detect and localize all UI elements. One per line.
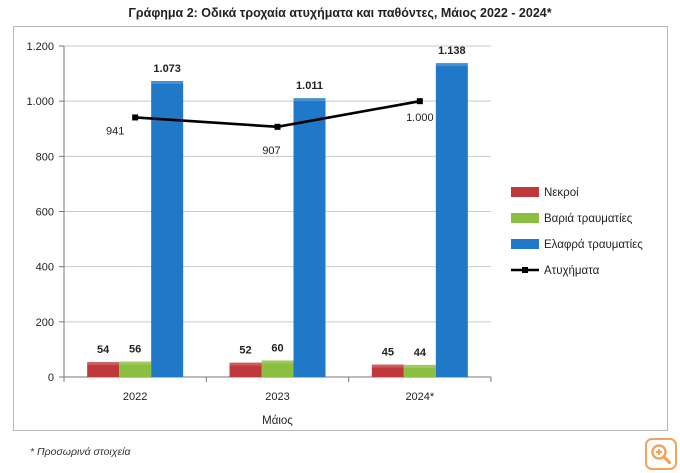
y-tick-label: 400 [36, 262, 54, 274]
bar-data-label: 60 [271, 342, 283, 354]
legend-label: Βαριά τραυματίες [544, 213, 633, 225]
bar [119, 361, 152, 377]
x-tick-label: 2022 [123, 391, 147, 403]
y-tick-label: 800 [36, 151, 54, 163]
legend-swatch [511, 213, 539, 223]
x-tick-label: 2024* [405, 391, 434, 403]
x-tick-label: 2023 [265, 391, 289, 403]
bar-data-label: 56 [129, 344, 141, 356]
y-tick-label: 1.200 [26, 41, 54, 53]
bar [371, 364, 404, 377]
bar-highlight [371, 364, 404, 368]
bar-data-label: 52 [239, 345, 251, 357]
bar-data-label: 1.011 [296, 80, 323, 92]
chart-svg: 0 200 400 600 800 1.000 1.200 54 56 1.073 2022 52 60… [26, 41, 643, 427]
bar [151, 81, 184, 378]
legend-label: Νεκροί [544, 187, 579, 199]
bar [87, 362, 120, 377]
bar-highlight [403, 364, 436, 368]
bar-highlight [151, 81, 184, 85]
footnote: * Προσωρινά στοιχεία [30, 446, 131, 458]
line-data-label: 941 [106, 125, 124, 137]
bar [293, 98, 326, 377]
line-point [132, 114, 139, 121]
zoom-in-icon [651, 444, 672, 465]
legend-label: Ατυχήματα [544, 265, 600, 277]
bar-highlight [229, 362, 262, 366]
bar [261, 360, 294, 377]
bar-data-label: 54 [97, 344, 110, 356]
line-data-label: 907 [262, 145, 280, 157]
bar-highlight [119, 361, 152, 365]
bar-data-label: 1.073 [153, 63, 181, 75]
bar-data-label: 1.138 [438, 45, 466, 57]
bar-highlight [261, 360, 294, 364]
bar [435, 63, 468, 378]
y-tick-label: 1.000 [26, 96, 54, 108]
bar-data-label: 44 [414, 347, 427, 359]
zoom-button[interactable] [645, 438, 677, 470]
bar [403, 364, 436, 377]
bar-highlight [87, 362, 120, 366]
legend-marker [522, 267, 528, 273]
x-axis-title: Μάιος [262, 415, 293, 427]
bar [229, 362, 262, 377]
bar-highlight [435, 63, 468, 67]
line-data-label: 1.000 [406, 112, 434, 124]
y-tick-label: 600 [36, 207, 54, 219]
y-tick-label: 200 [36, 317, 54, 329]
chart-frame: 0 200 400 600 800 1.000 1.200 54 56 1.073 2022 52 60… [13, 26, 668, 431]
legend-label: Ελαφρά τραυματίες [544, 239, 643, 251]
bar-data-label: 45 [382, 347, 394, 359]
line-point [274, 123, 281, 130]
bar-highlight [293, 98, 326, 102]
legend-swatch [511, 187, 539, 197]
y-tick-label: 0 [48, 372, 54, 384]
legend-swatch [511, 239, 539, 249]
chart-title: Γράφημα 2: Οδικά τροχαία ατυχήματα και π… [128, 6, 552, 20]
line-point [416, 98, 423, 105]
